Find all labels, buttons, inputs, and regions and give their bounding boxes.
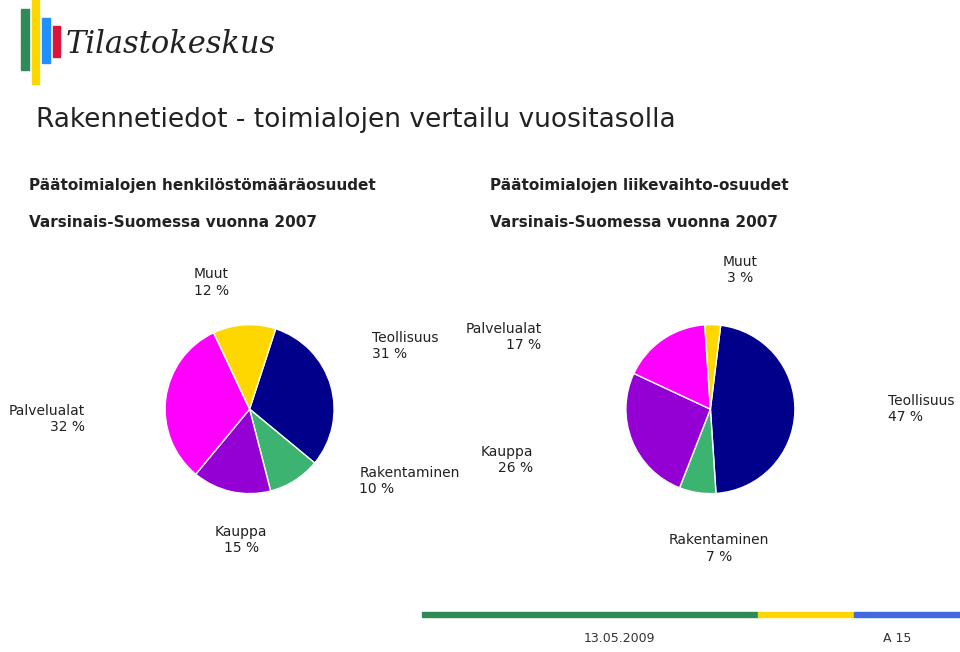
Text: Teollisuus
31 %: Teollisuus 31 % bbox=[372, 331, 439, 361]
Text: Rakentaminen
7 %: Rakentaminen 7 % bbox=[669, 533, 769, 563]
Text: Palvelualat
32 %: Palvelualat 32 % bbox=[9, 404, 84, 434]
Wedge shape bbox=[196, 409, 271, 494]
Bar bbox=[53, 44, 60, 57]
Wedge shape bbox=[680, 409, 716, 494]
Text: Muut
12 %: Muut 12 % bbox=[194, 267, 229, 297]
Wedge shape bbox=[634, 325, 710, 409]
Text: Muut
3 %: Muut 3 % bbox=[723, 255, 757, 285]
Text: Varsinais-Suomessa vuonna 2007: Varsinais-Suomessa vuonna 2007 bbox=[29, 215, 317, 231]
Bar bbox=[32, 0, 39, 44]
Wedge shape bbox=[710, 325, 795, 494]
Wedge shape bbox=[250, 329, 334, 463]
Text: Kauppa
26 %: Kauppa 26 % bbox=[481, 445, 533, 475]
Text: Tilastokeskus: Tilastokeskus bbox=[65, 29, 276, 59]
Text: Päätoimialojen henkilöstömääräosuudet: Päätoimialojen henkilöstömääräosuudet bbox=[29, 178, 375, 193]
Text: Palvelualat
17 %: Palvelualat 17 % bbox=[466, 322, 541, 353]
Bar bbox=[422, 612, 758, 617]
Bar bbox=[854, 612, 960, 617]
Bar bbox=[32, 44, 39, 83]
Text: Rakennetiedot - toimialojen vertailu vuositasolla: Rakennetiedot - toimialojen vertailu vuo… bbox=[36, 108, 676, 133]
Bar bbox=[42, 18, 50, 44]
Text: Rakentaminen
10 %: Rakentaminen 10 % bbox=[359, 466, 460, 496]
Wedge shape bbox=[250, 409, 315, 491]
Wedge shape bbox=[214, 325, 276, 409]
Text: Kauppa
15 %: Kauppa 15 % bbox=[215, 525, 268, 555]
Text: 13.05.2009: 13.05.2009 bbox=[584, 632, 655, 645]
Text: A 15: A 15 bbox=[883, 632, 912, 645]
Wedge shape bbox=[165, 333, 250, 474]
Bar bbox=[42, 44, 50, 63]
Wedge shape bbox=[705, 325, 721, 409]
Bar bbox=[53, 26, 60, 44]
Text: Päätoimialojen liikevaihto-osuudet: Päätoimialojen liikevaihto-osuudet bbox=[490, 178, 788, 193]
Text: Varsinais-Suomessa vuonna 2007: Varsinais-Suomessa vuonna 2007 bbox=[490, 215, 778, 231]
Bar bbox=[758, 612, 854, 617]
Bar bbox=[21, 44, 29, 70]
Bar bbox=[21, 8, 29, 44]
Text: Teollisuus
47 %: Teollisuus 47 % bbox=[888, 394, 954, 424]
Wedge shape bbox=[626, 374, 710, 488]
